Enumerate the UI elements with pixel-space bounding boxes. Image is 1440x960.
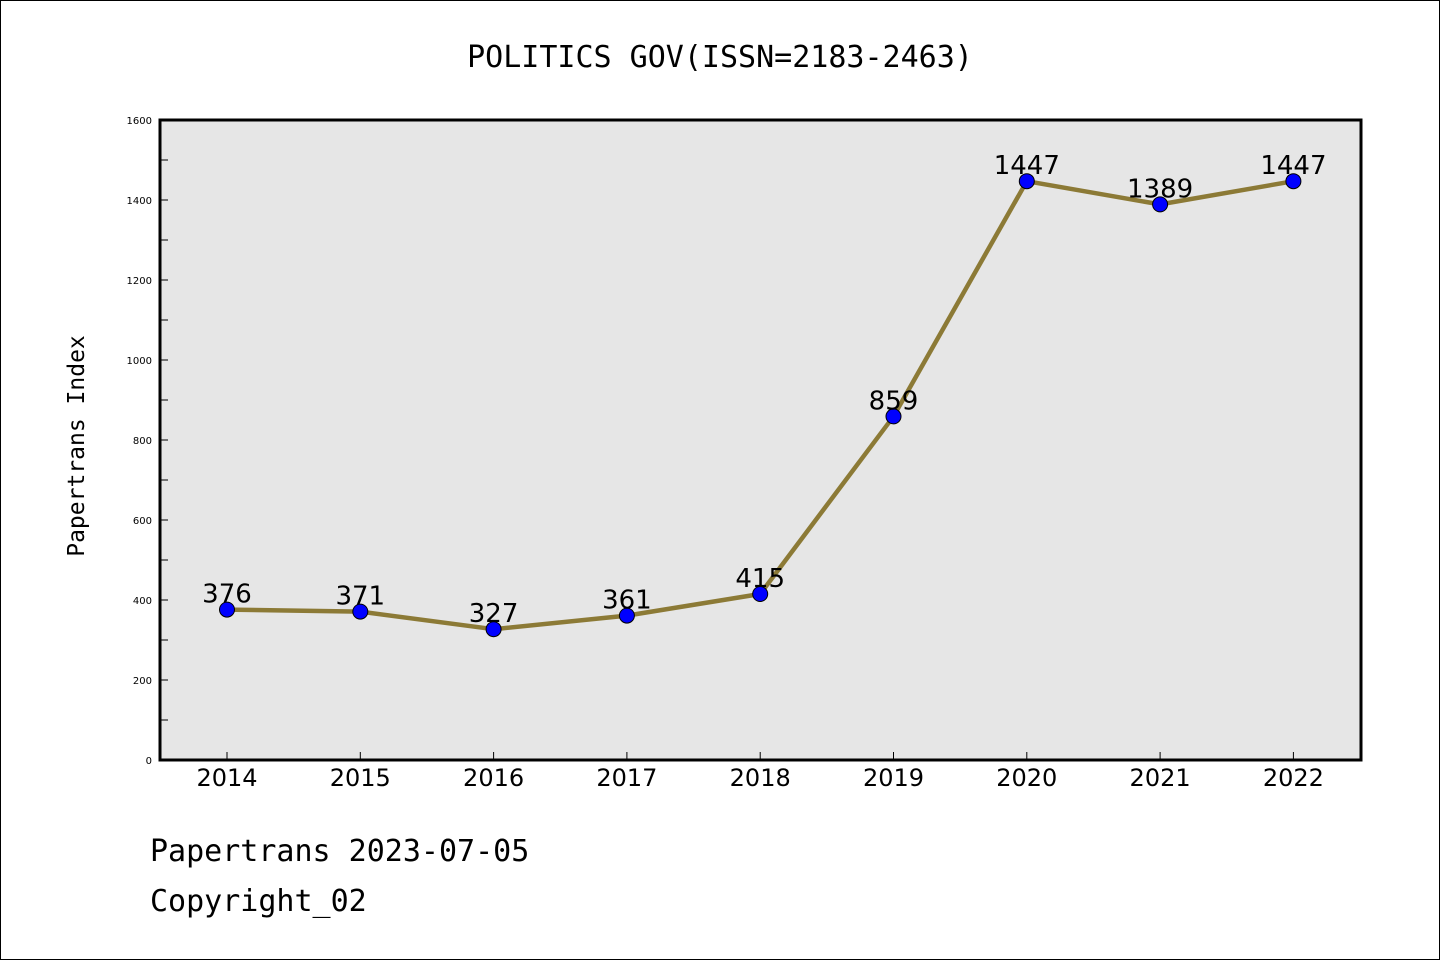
data-label: 327	[469, 599, 519, 629]
x-tick-label: 2014	[196, 764, 257, 792]
y-tick-label: 200	[133, 676, 152, 687]
x-axis: 2014 2015 2016 2017 2018 2019 2020 2021 2022	[196, 752, 1324, 792]
x-tick-label: 2019	[863, 764, 924, 792]
chart-title: POLITICS GOV(ISSN=2183-2463)	[467, 40, 973, 75]
data-point	[1152, 196, 1169, 213]
footer-copyright: Copyright_02	[150, 884, 367, 919]
y-tick-label: 1000	[127, 356, 152, 367]
footer-date: Papertrans 2023-07-05	[150, 834, 530, 869]
y-tick-label: 600	[133, 516, 152, 527]
data-point	[219, 601, 235, 618]
data-label: 415	[735, 564, 785, 594]
plot-area	[160, 120, 1361, 760]
data-label: 1389	[1127, 174, 1193, 204]
plot-border	[158, 118, 1363, 762]
x-tick-label: 2022	[1263, 764, 1324, 792]
data-label: 371	[335, 582, 385, 612]
y-tick-label: 1200	[127, 276, 152, 287]
data-label: 1447	[994, 151, 1060, 181]
data-point	[485, 621, 502, 638]
y-axis: 0 200 400 600 800 1000 1200 1400 1600	[127, 116, 168, 767]
y-tick-label: 400	[133, 596, 152, 607]
data-label: 376	[202, 580, 252, 610]
data-point	[1018, 173, 1035, 190]
y-tick-label: 800	[133, 436, 152, 447]
x-tick-label: 2021	[1130, 764, 1191, 792]
data-point	[1285, 173, 1302, 190]
series-layer: 376 371 327 361 415 859 1447 1389 1447	[202, 151, 1326, 638]
data-point	[618, 607, 635, 624]
x-tick-label: 2020	[996, 764, 1057, 792]
data-point	[752, 586, 769, 602]
x-tick-label: 2016	[463, 764, 524, 792]
data-label: 1447	[1260, 151, 1326, 181]
data-point	[885, 408, 902, 425]
y-tick-label: 0	[146, 756, 152, 767]
x-tick-label: 2015	[330, 764, 391, 792]
y-axis-label: Papertrans Index	[64, 335, 90, 557]
y-tick-label: 1600	[127, 116, 152, 127]
data-label: 361	[602, 586, 652, 616]
data-label: 859	[869, 386, 919, 416]
y-tick-label: 1400	[127, 196, 152, 207]
data-point	[352, 603, 369, 620]
x-tick-label: 2017	[596, 764, 657, 792]
x-tick-label: 2018	[730, 764, 791, 792]
